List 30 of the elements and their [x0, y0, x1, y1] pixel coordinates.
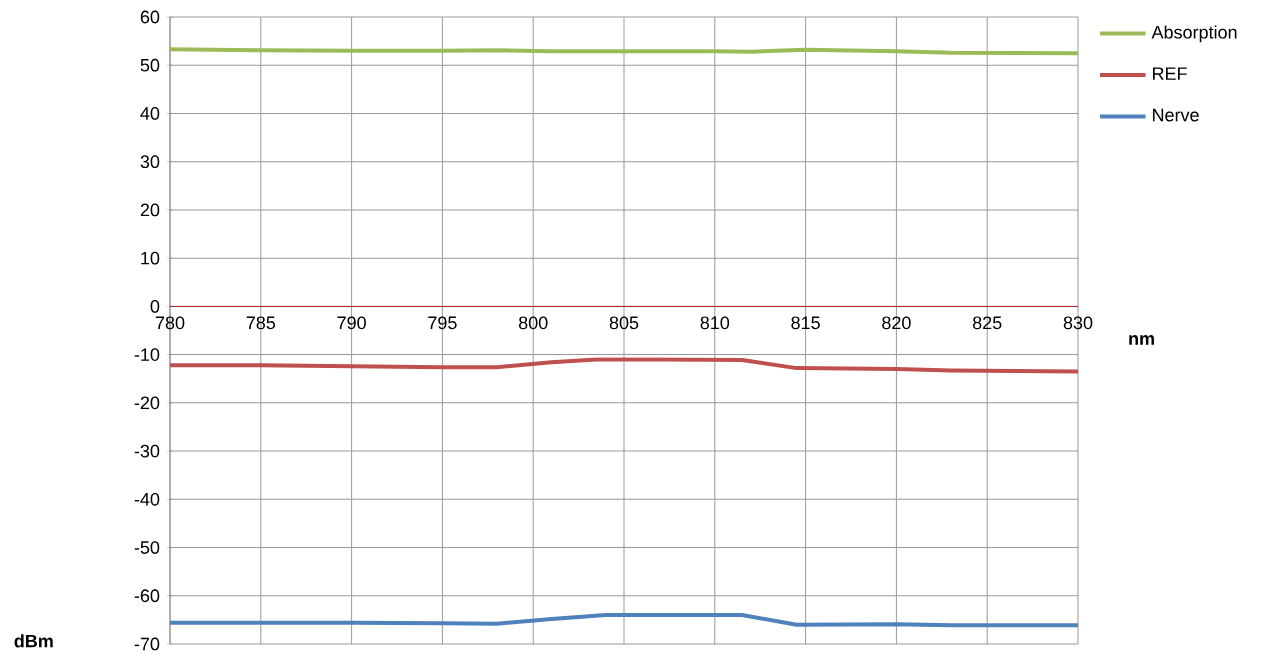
x-tick-label: 815: [791, 316, 820, 330]
x-tick-label: 820: [882, 316, 911, 330]
y-tick-label: -10: [134, 348, 160, 361]
x-tick-label: 790: [337, 316, 366, 330]
x-tick-label: 825: [972, 316, 1002, 330]
y-tick-label: 50: [140, 58, 160, 72]
y-tick-label: -50: [134, 541, 160, 554]
y-tick-label: -40: [134, 492, 160, 506]
x-axis-title: nm: [1129, 335, 1154, 345]
y-tick-label: 0: [150, 299, 160, 313]
legend-label: Nerve: [1153, 108, 1199, 122]
x-tick-label: 810: [700, 316, 730, 330]
y-tick-label: 20: [140, 203, 160, 217]
legend-label: REF: [1153, 67, 1187, 80]
y-tick-label: -20: [134, 396, 160, 410]
y-tick-label: 40: [140, 107, 160, 120]
x-tick-label: 830: [1063, 316, 1093, 330]
legend-label: Absorption: [1151, 25, 1237, 43]
y-tick-label: 10: [141, 251, 160, 265]
x-tick-label: 780: [155, 316, 185, 330]
x-tick-label: 805: [609, 316, 639, 330]
y-axis-title: dBm: [14, 634, 53, 648]
y-tick-label: 60: [140, 10, 160, 24]
x-tick-label: 800: [518, 316, 548, 330]
x-tick-label: 785: [246, 316, 276, 330]
y-tick-label: -30: [134, 444, 160, 458]
y-tick-label: -70: [134, 637, 160, 651]
x-tick-label: 795: [428, 316, 457, 330]
y-tick-label: 30: [140, 155, 160, 169]
y-tick-label: -60: [134, 589, 160, 603]
